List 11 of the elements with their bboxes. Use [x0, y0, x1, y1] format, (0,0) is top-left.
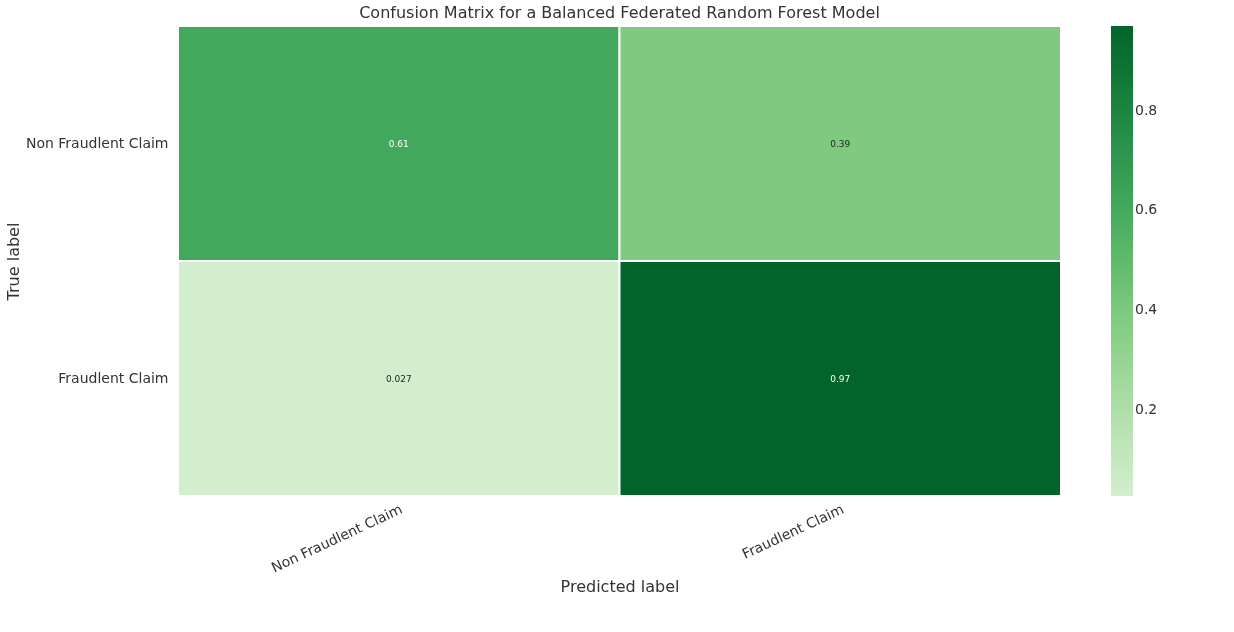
chart-title: Confusion Matrix for a Balanced Federated Random Forest Model	[359, 3, 880, 22]
y-axis-title: True label	[3, 222, 23, 302]
x-axis-title: Predicted label	[560, 577, 680, 597]
data-label: 0.027	[385, 373, 412, 384]
color-bar-label: 0.8	[1135, 101, 1158, 118]
data-label: 0.61	[388, 138, 409, 149]
color-bar-label: 0.6	[1135, 201, 1158, 218]
data-label: 0.39	[830, 138, 851, 149]
data-label: 0.97	[830, 373, 851, 384]
color-bar-label: 0.4	[1135, 301, 1158, 318]
color-bar-label: 0.2	[1135, 400, 1158, 417]
